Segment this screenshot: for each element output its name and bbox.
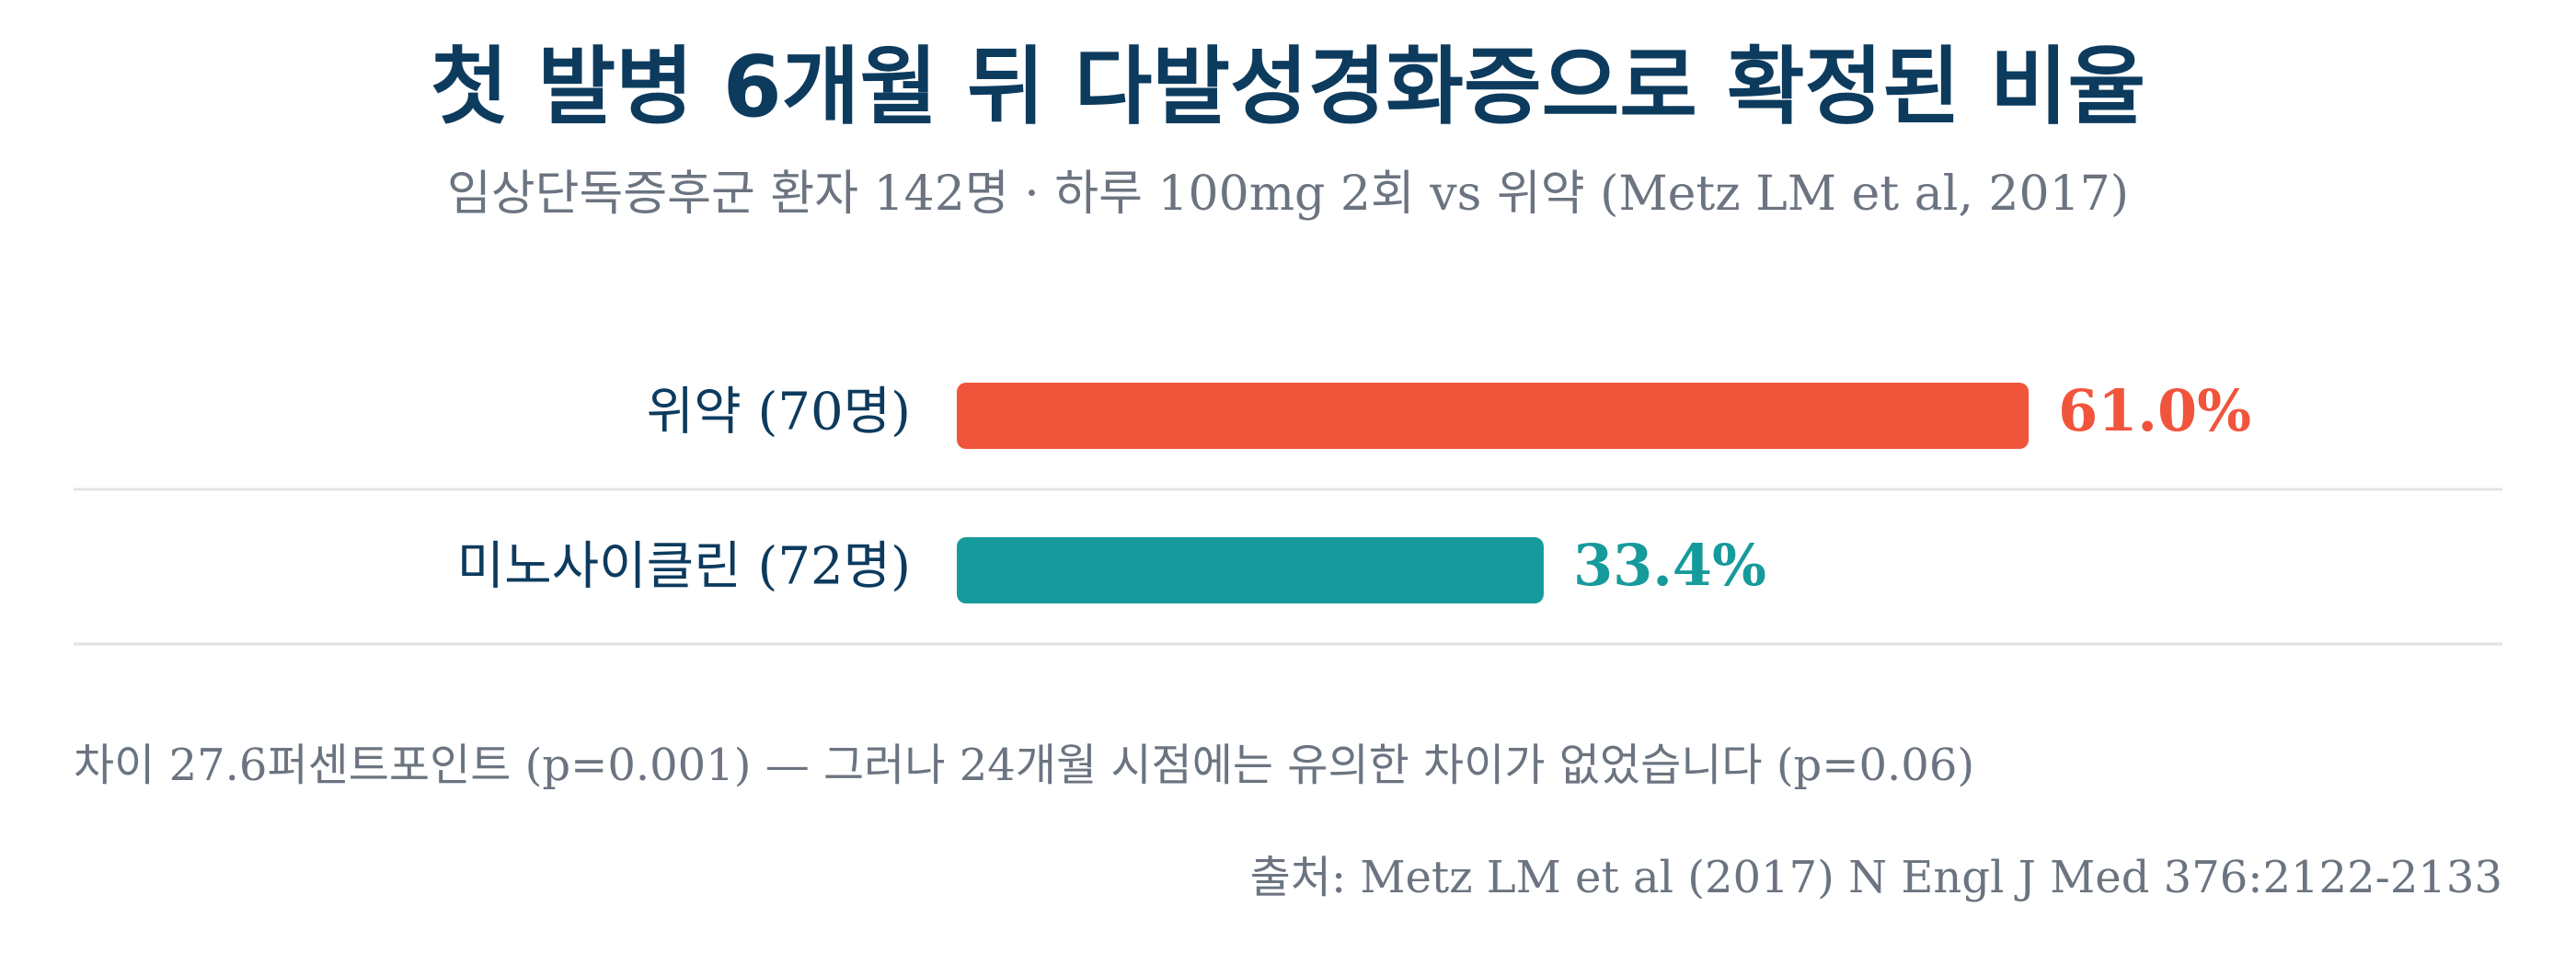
source-citation: 출처: Metz LM et al (2017) N Engl J Med 37… <box>1249 852 2502 903</box>
category-label: 위약 (70명) <box>647 383 911 442</box>
chart-subtitle: 임상단독증후군 환자 142명 · 하루 100mg 2회 vs 위약 (Met… <box>446 166 2130 222</box>
bar <box>957 383 2030 449</box>
footnote: 차이 27.6퍼센트포인트 (p=0.001) — 그러나 24개월 시점에는 … <box>74 740 1975 791</box>
chart-title: 첫 발병 6개월 뒤 다발성경화증으로 확정된 비율 <box>430 38 2146 136</box>
category-label: 미노사이클린 (72명) <box>457 537 911 597</box>
bar <box>957 537 1544 603</box>
value-label: 33.4% <box>1573 532 1766 599</box>
value-label: 61.0% <box>2058 377 2251 444</box>
